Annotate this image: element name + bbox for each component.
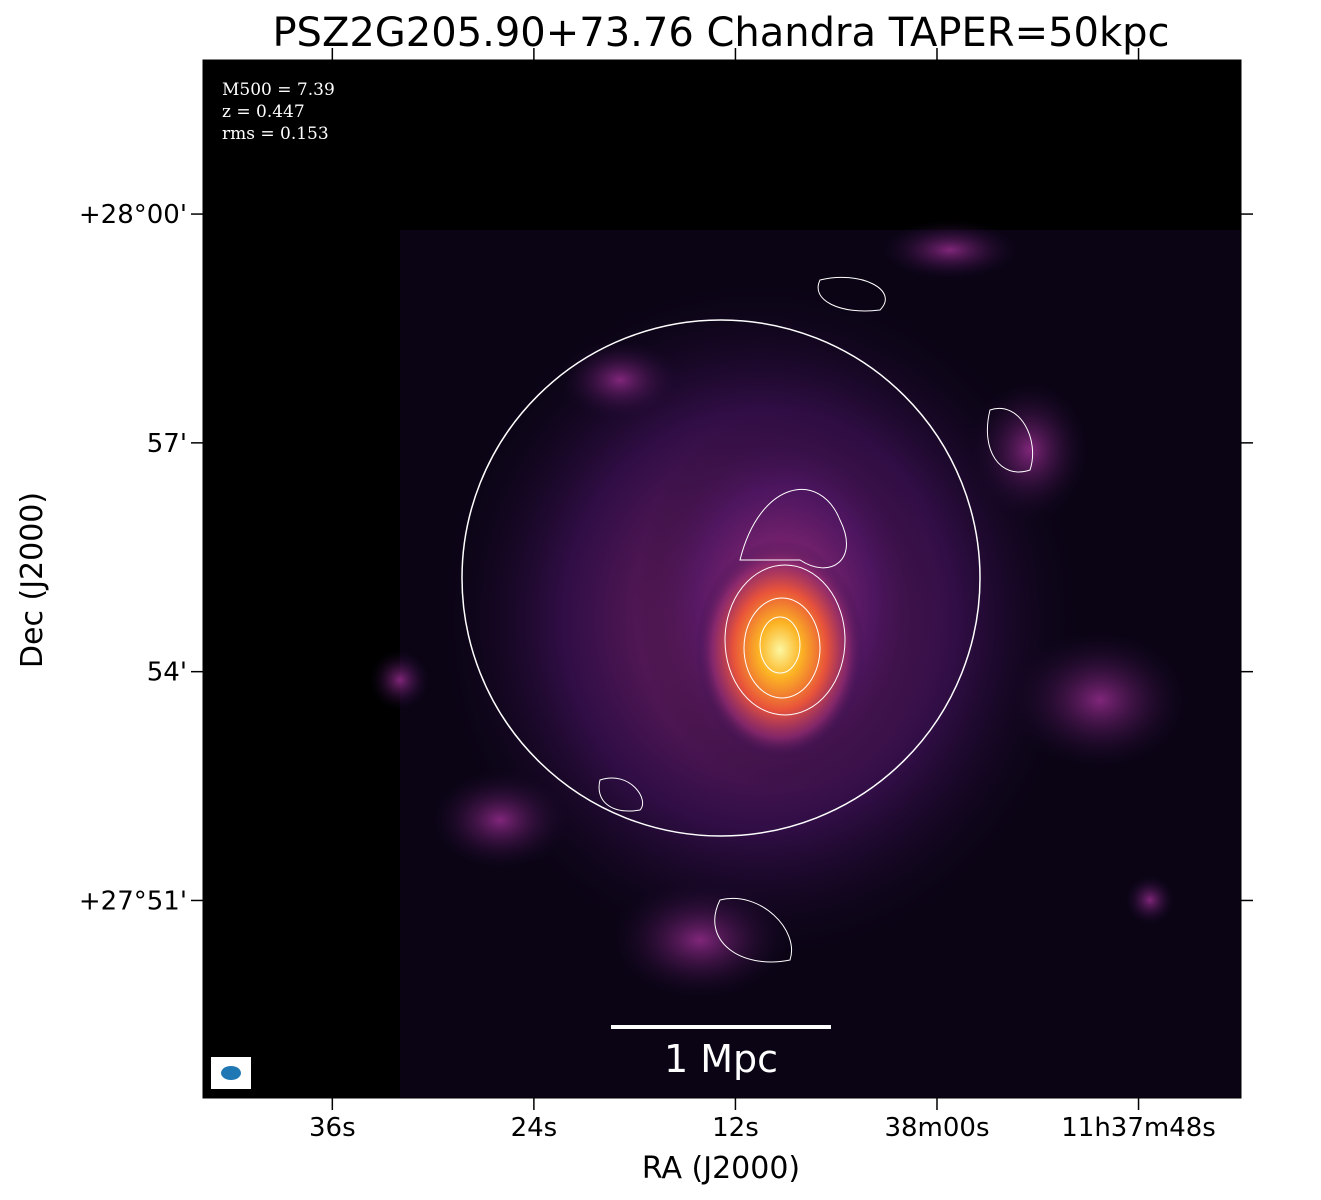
image — [203, 60, 1241, 1098]
y-tick-label: 57' — [147, 429, 187, 459]
x-tick-label: 11h37m48s — [1061, 1113, 1216, 1143]
scalebar-label: 1 Mpc — [664, 1037, 778, 1081]
chart-title: PSZ2G205.90+73.76 Chandra TAPER=50kpc — [272, 10, 1169, 56]
annotation: z = 0.447 — [222, 102, 305, 122]
x-tick-label: 38m00s — [884, 1113, 989, 1143]
y-tick-label: +27°51' — [79, 886, 187, 916]
y-tick-label: +28°00' — [79, 200, 187, 230]
x-tick-label: 12s — [712, 1113, 759, 1143]
frame — [202, 59, 1242, 1099]
y-tick-label: 54' — [147, 658, 187, 688]
x-tick-label: 24s — [511, 1113, 558, 1143]
annotation: rms = 0.153 — [222, 124, 329, 144]
x-axis-label: RA (J2000) — [642, 1151, 800, 1186]
annotation: M500 = 7.39 — [222, 80, 335, 100]
x-tick-label: 36s — [309, 1113, 356, 1143]
y-axis-label: Dec (J2000) — [15, 492, 50, 668]
